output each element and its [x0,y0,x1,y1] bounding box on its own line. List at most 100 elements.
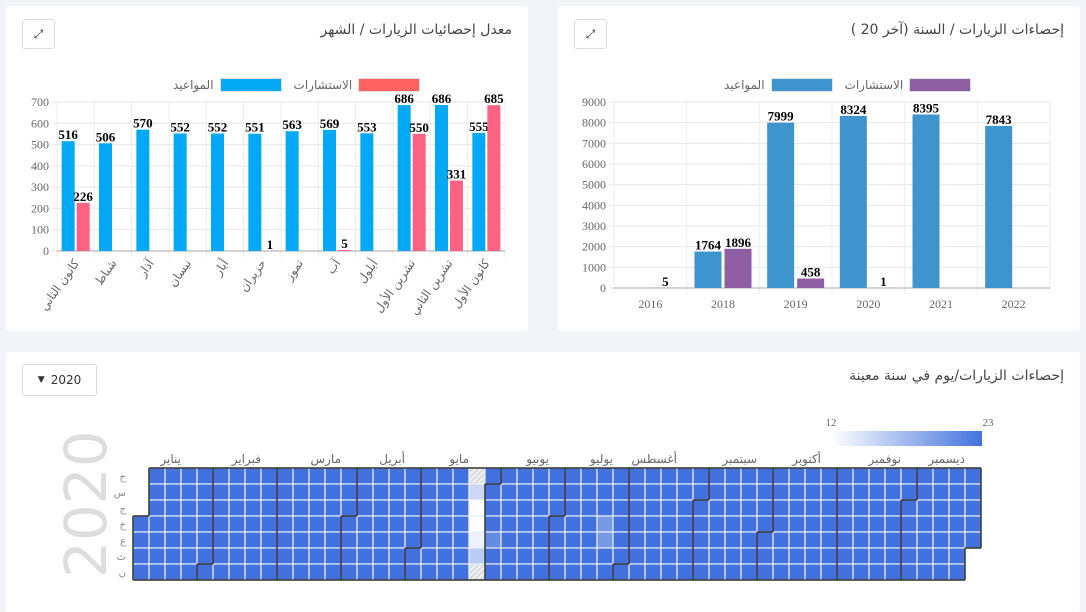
day-cell [229,484,245,500]
month-label: مارس [310,452,341,467]
day-cell [549,484,565,500]
x-tick-label: أيار [209,256,232,279]
day-cell [197,532,213,548]
day-cell [709,532,725,548]
monthly-stats-card: معدل إحصائيات الزيارات / الشهر ⤢ الاستشا… [6,6,528,331]
day-cell [949,564,965,580]
day-cell [741,484,757,500]
month-label: مايو [448,452,469,467]
day-cell [245,564,261,580]
day-cell [293,516,309,532]
day-cell [245,532,261,548]
day-cell [725,468,741,484]
day-cell [437,548,453,564]
day-cell [501,532,517,548]
day-cell [869,548,885,564]
weekday-label: ج [120,504,127,515]
day-cell [197,500,213,516]
day-cell [677,516,693,532]
data-label: 551 [245,120,265,135]
bar [99,143,112,251]
day-cell [581,548,597,564]
day-cell [949,516,965,532]
day-cell [821,468,837,484]
day-cell [581,516,597,532]
day-cell [917,500,933,516]
y-tick-label: 400 [31,159,49,173]
day-cell [741,548,757,564]
day-cell [645,532,661,548]
day-cell [373,484,389,500]
day-cell [373,500,389,516]
day-cell [613,548,629,564]
month-label: نوفمبر [868,452,901,467]
y-tick-label: 0 [600,281,606,295]
y-tick-label: 3000 [582,219,606,233]
day-cell [741,468,757,484]
day-cell [501,548,517,564]
day-cell [741,532,757,548]
month-label: ديسمبر [927,452,965,467]
day-cell [725,532,741,548]
day-cell [485,468,501,484]
day-cell [245,484,261,500]
bar [913,115,940,288]
day-cell [709,484,725,500]
day-cell [725,500,741,516]
day-cell [389,484,405,500]
day-cell [437,516,453,532]
day-cell [517,516,533,532]
day-cell [597,500,613,516]
day-cell [453,516,469,532]
day-cell [357,532,373,548]
day-cell [533,516,549,532]
day-cell [213,484,229,500]
data-label: 7843 [986,112,1013,127]
day-cell [405,532,421,548]
month-label: أبريل [379,451,405,467]
day-cell [901,516,917,532]
day-cell [533,564,549,580]
year-label: 2020 [52,430,120,578]
data-label: 506 [96,129,116,144]
day-cell [277,548,293,564]
day-cell [661,484,677,500]
day-cell [213,532,229,548]
data-label: 1 [880,274,887,289]
day-cell [181,532,197,548]
day-cell [629,548,645,564]
day-cell [869,468,885,484]
bar [725,249,752,288]
day-cell [357,548,373,564]
data-label: 1764 [695,238,722,253]
day-cell [853,500,869,516]
data-label: 331 [447,167,467,182]
day-cell [229,500,245,516]
day-cell [453,564,469,580]
data-label: 550 [409,120,429,135]
y-tick-label: 200 [31,201,49,215]
day-cell [773,500,789,516]
day-cell [229,468,245,484]
day-cell [917,532,933,548]
day-cell [741,516,757,532]
day-cell [933,548,949,564]
bar [487,105,500,251]
day-cell [389,564,405,580]
y-tick-label: 100 [31,223,49,237]
day-cell [181,468,197,484]
day-cell [773,564,789,580]
x-tick-label: 2020 [856,297,880,311]
day-cell [277,564,293,580]
bar [450,181,463,251]
day-cell [197,564,213,580]
day-cell [885,564,901,580]
day-cell [149,484,165,500]
day-cell [389,468,405,484]
day-cell [837,516,853,532]
day-cell [821,484,837,500]
day-cell [773,516,789,532]
day-cell [309,532,325,548]
day-cell [165,516,181,532]
day-cell [885,532,901,548]
